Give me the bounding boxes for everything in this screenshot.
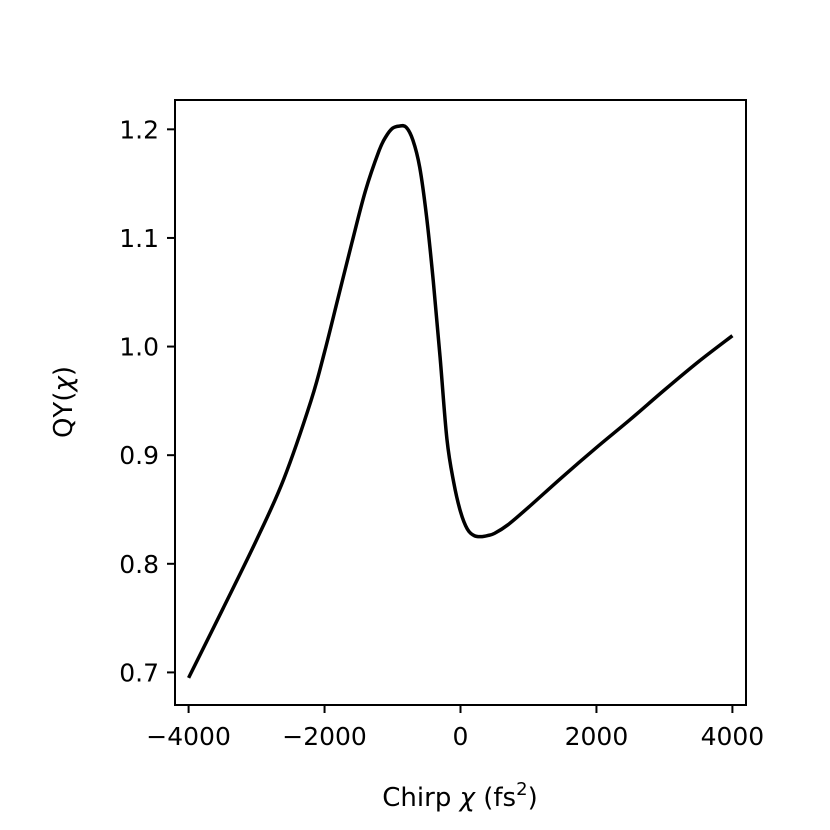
y-tick-label: 1.2 [119, 115, 159, 144]
y-axis-label: QY(χ) [49, 366, 79, 438]
x-tick-label: −4000 [146, 722, 231, 751]
x-tick-label: 0 [453, 722, 469, 751]
y-axis-ticks: 0.7 0.8 0.9 1.0 1.1 1.2 [119, 115, 175, 687]
y-axis-label-close: ) [49, 366, 79, 376]
x-axis-label-unit-open: (fs [475, 783, 516, 813]
y-tick-label: 0.8 [119, 550, 159, 579]
y-tick-label: 0.7 [119, 658, 159, 687]
y-axis-label-symbol: χ [49, 375, 79, 394]
x-tick-label: 2000 [565, 722, 629, 751]
x-axis-ticks: −4000 −2000 0 2000 4000 [146, 705, 764, 751]
axes-frame [174, 99, 747, 706]
y-axis-label-main: QY( [49, 392, 79, 439]
x-tick-label: −2000 [282, 722, 367, 751]
x-axis-label-symbol: χ [458, 783, 477, 813]
y-tick-label: 0.9 [119, 441, 159, 470]
x-axis-label-unit-close: ) [528, 783, 538, 813]
x-axis-label-unit-sup: 2 [516, 779, 527, 800]
x-axis-label-main: Chirp [382, 783, 459, 813]
x-tick-label: 4000 [701, 722, 765, 751]
y-tick-label: 1.0 [119, 333, 159, 362]
y-tick-label: 1.1 [119, 224, 159, 253]
plot-area [187, 123, 734, 679]
x-axis-label: Chirp χ (fs2) [382, 779, 537, 813]
qy-curve-line [187, 123, 734, 679]
